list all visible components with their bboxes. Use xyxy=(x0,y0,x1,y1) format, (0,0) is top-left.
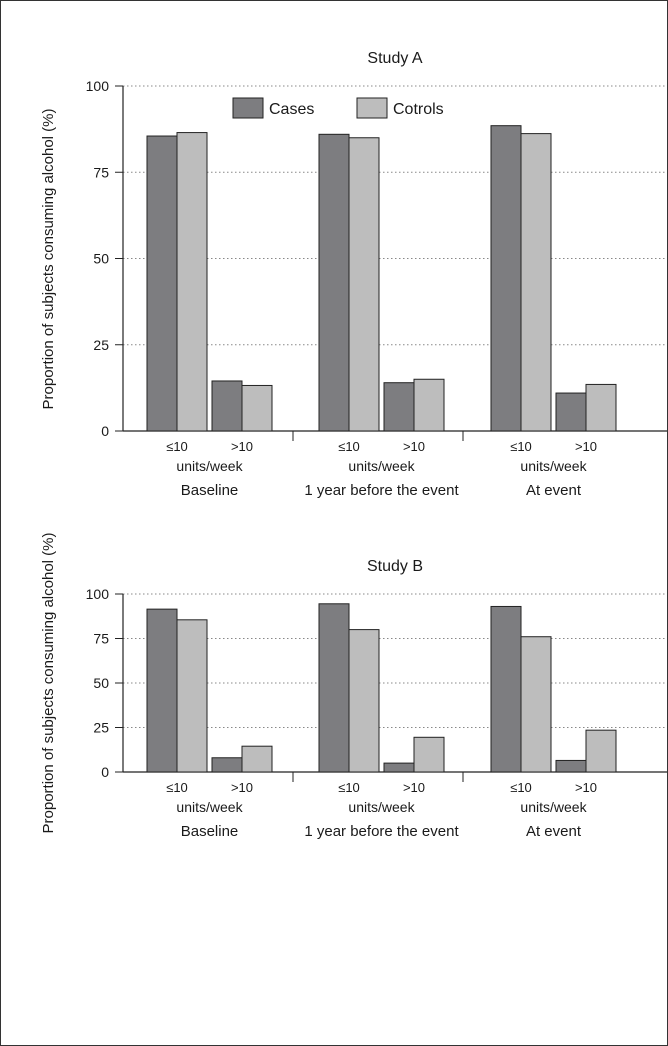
y-tick-label: 0 xyxy=(101,764,109,780)
x-group-label: At event xyxy=(526,482,582,499)
chart-title: Study B xyxy=(367,558,423,575)
x-unit-label: units/week xyxy=(176,799,243,815)
x-subcategory-label: >10 xyxy=(403,780,425,795)
x-subcategory-label: ≤10 xyxy=(510,780,532,795)
controls-bar xyxy=(585,729,617,773)
x-group-label: Baseline xyxy=(181,482,239,499)
cases-bar xyxy=(490,125,522,432)
controls-bar xyxy=(241,384,273,432)
chart-title: Study A xyxy=(367,50,422,67)
x-unit-label: units/week xyxy=(520,799,587,815)
x-group-label: 1 year before the event xyxy=(304,482,459,499)
controls-bar xyxy=(520,133,552,432)
controls-bar xyxy=(241,745,273,773)
x-unit-label: units/week xyxy=(176,458,243,474)
y-axis-label: Proportion of subjects consuming alcohol… xyxy=(40,533,57,834)
y-tick-label: 100 xyxy=(86,586,110,602)
cases-bar xyxy=(146,608,178,773)
x-subcategory-label: ≤10 xyxy=(338,439,360,454)
controls-bar xyxy=(348,629,380,773)
x-subcategory-label: >10 xyxy=(231,780,253,795)
x-subcategory-label: >10 xyxy=(231,439,253,454)
cases-bar xyxy=(383,382,415,432)
x-group-label: Baseline xyxy=(181,823,239,840)
controls-bar xyxy=(413,736,445,773)
controls-bar xyxy=(348,137,380,432)
controls-bar xyxy=(520,636,552,773)
controls-bar xyxy=(176,619,208,773)
legend-swatch-controls xyxy=(356,97,388,119)
x-subcategory-label: >10 xyxy=(575,439,597,454)
cases-bar xyxy=(146,135,178,432)
x-unit-label: units/week xyxy=(348,799,415,815)
cases-bar xyxy=(555,392,587,432)
x-group-label: At event xyxy=(526,823,582,840)
y-tick-label: 100 xyxy=(86,78,110,94)
controls-bar xyxy=(585,383,617,432)
legend-swatch-cases xyxy=(232,97,264,119)
y-tick-label: 25 xyxy=(93,720,109,736)
controls-bar xyxy=(413,378,445,432)
y-tick-label: 25 xyxy=(93,337,109,353)
y-tick-label: 0 xyxy=(101,423,109,439)
y-tick-label: 50 xyxy=(93,675,109,691)
cases-bar xyxy=(318,133,350,432)
cases-bar xyxy=(490,605,522,773)
y-tick-label: 75 xyxy=(93,631,109,647)
y-axis-label: Proportion of subjects consuming alcohol… xyxy=(40,109,57,410)
x-subcategory-label: ≤10 xyxy=(338,780,360,795)
cases-bar xyxy=(211,757,243,773)
legend-label-cases: Cases xyxy=(269,101,314,118)
cases-bar xyxy=(318,603,350,773)
x-unit-label: units/week xyxy=(520,458,587,474)
x-group-label: 1 year before the event xyxy=(304,823,459,840)
x-subcategory-label: >10 xyxy=(403,439,425,454)
y-tick-label: 75 xyxy=(93,164,109,180)
x-subcategory-label: ≤10 xyxy=(510,439,532,454)
y-tick-label: 50 xyxy=(93,251,109,267)
cases-bar xyxy=(211,380,243,432)
controls-bar xyxy=(176,132,208,432)
x-unit-label: units/week xyxy=(348,458,415,474)
x-subcategory-label: >10 xyxy=(575,780,597,795)
x-subcategory-label: ≤10 xyxy=(166,780,188,795)
cases-bar xyxy=(555,759,587,773)
x-subcategory-label: ≤10 xyxy=(166,439,188,454)
cases-bar xyxy=(383,762,415,773)
legend-label-controls: Cotrols xyxy=(393,101,444,118)
